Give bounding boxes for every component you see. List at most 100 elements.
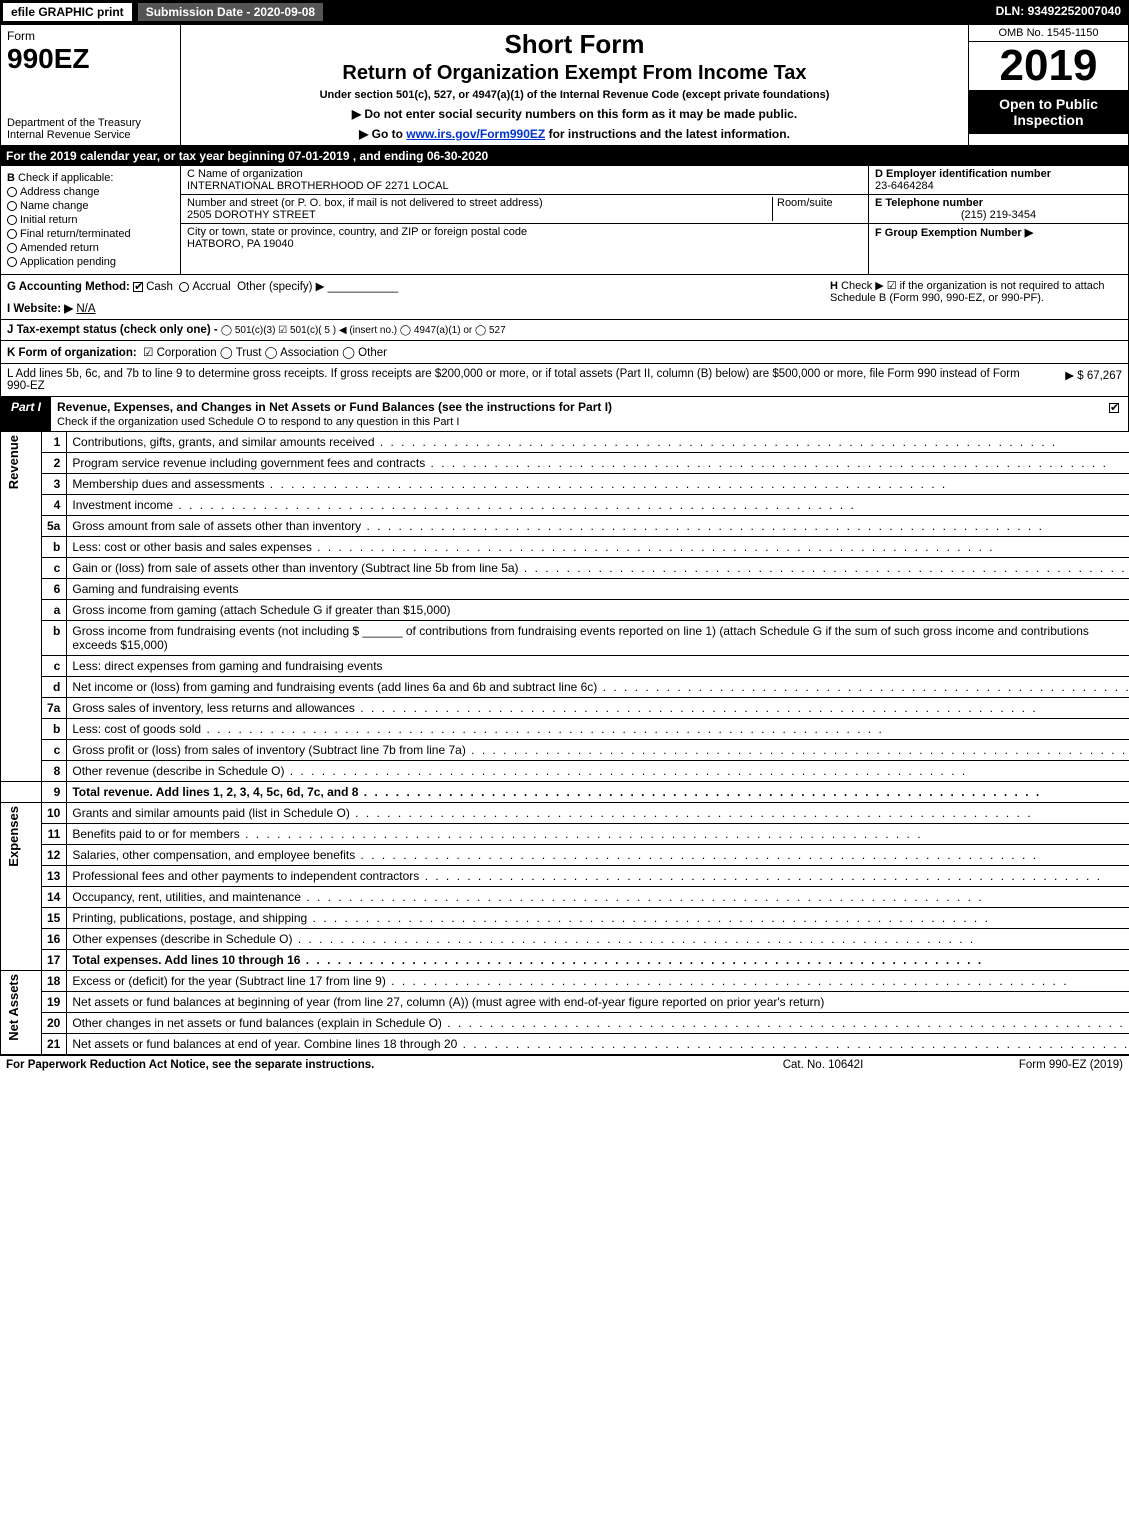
section-c: C Name of organization INTERNATIONAL BRO…: [181, 166, 868, 274]
checkbox-initial-return[interactable]: [7, 215, 17, 225]
c-city: HATBORO, PA 19040: [187, 238, 862, 250]
table-row: 16 Other expenses (describe in Schedule …: [1, 929, 1129, 950]
table-row: 20 Other changes in net assets or fund b…: [1, 1013, 1129, 1034]
ln: 11: [42, 824, 67, 845]
ln: 16: [42, 929, 67, 950]
dln-value: 93492252007040: [1028, 4, 1121, 18]
g-other: Other (specify) ▶: [237, 281, 324, 293]
opt-address-change: Address change: [20, 186, 100, 198]
ld: Contributions, gifts, grants, and simila…: [72, 435, 1129, 449]
ld: Less: cost or other basis and sales expe…: [72, 540, 1128, 554]
ln: 12: [42, 845, 67, 866]
ld: Printing, publications, postage, and shi…: [72, 911, 1129, 925]
ld: Gain or (loss) from sale of assets other…: [72, 561, 1129, 575]
efile-print-button[interactable]: efile GRAPHIC print: [2, 2, 133, 22]
checkbox-final-return[interactable]: [7, 229, 17, 239]
part-1-header: Part I Revenue, Expenses, and Changes in…: [0, 397, 1129, 432]
form-title-1: Short Form: [187, 29, 962, 60]
dln-label: DLN:: [996, 4, 1028, 18]
ld: Investment income: [72, 498, 1129, 512]
table-row: 15 Printing, publications, postage, and …: [1, 908, 1129, 929]
g-cash-checkbox[interactable]: [133, 282, 143, 292]
inst2-post: for instructions and the latest informat…: [545, 127, 790, 141]
form-label: Form: [7, 29, 174, 43]
top-bar: efile GRAPHIC print Submission Date - 20…: [0, 0, 1129, 24]
ld: Gross sales of inventory, less returns a…: [72, 701, 1128, 715]
ln: c: [42, 656, 67, 677]
d-label: D Employer identification number: [875, 168, 1051, 180]
g-label: G Accounting Method:: [7, 281, 130, 293]
part-1-check-text: Check if the organization used Schedule …: [57, 416, 459, 428]
header-right: OMB No. 1545-1150 2019 Open to Public In…: [968, 25, 1128, 145]
ld: Gaming and fundraising events: [67, 579, 1129, 600]
section-b: B Check if applicable: Address change Na…: [1, 166, 181, 274]
table-row: 6 Gaming and fundraising events: [1, 579, 1129, 600]
part-1-num: Part I: [1, 397, 51, 431]
submission-date-button[interactable]: Submission Date - 2020-09-08: [137, 2, 324, 22]
c-name: INTERNATIONAL BROTHERHOOD OF 2271 LOCAL: [187, 180, 862, 192]
table-row: 19 Net assets or fund balances at beginn…: [1, 992, 1129, 1013]
ln: b: [42, 537, 67, 558]
ln: 8: [42, 761, 67, 782]
table-row: 13 Professional fees and other payments …: [1, 866, 1129, 887]
omb-number: OMB No. 1545-1150: [969, 25, 1128, 42]
table-row: 5a Gross amount from sale of assets othe…: [1, 516, 1129, 537]
footer-left: For Paperwork Reduction Act Notice, see …: [6, 1059, 723, 1071]
table-row: Expenses 10 Grants and similar amounts p…: [1, 803, 1129, 824]
ln: 5a: [42, 516, 67, 537]
table-row: c Gain or (loss) from sale of assets oth…: [1, 558, 1129, 579]
table-row: 12 Salaries, other compensation, and emp…: [1, 845, 1129, 866]
ln: 17: [42, 950, 67, 971]
header-left: Form 990EZ Department of the Treasury In…: [1, 25, 181, 145]
f-label: F Group Exemption Number ▶: [875, 227, 1033, 239]
ld: Gross profit or (loss) from sales of inv…: [72, 743, 1129, 757]
ld: Total expenses. Add lines 10 through 16: [72, 953, 1129, 967]
ln: 13: [42, 866, 67, 887]
ld: Total revenue. Add lines 1, 2, 3, 4, 5c,…: [72, 785, 1129, 799]
table-row: 2 Program service revenue including gove…: [1, 453, 1129, 474]
section-j: J Tax-exempt status (check only one) - ◯…: [0, 320, 1129, 341]
entity-block: B Check if applicable: Address change Na…: [0, 166, 1129, 275]
ld: Gross income from fundraising events (no…: [67, 621, 1129, 656]
ld: Other changes in net assets or fund bala…: [72, 1016, 1129, 1030]
c-street: 2505 DOROTHY STREET: [187, 209, 772, 221]
ln: 9: [42, 782, 67, 803]
table-row: 7a Gross sales of inventory, less return…: [1, 698, 1129, 719]
checkbox-amended-return[interactable]: [7, 243, 17, 253]
ld: Excess or (deficit) for the year (Subtra…: [72, 974, 1129, 988]
side-label-expenses: Expenses: [6, 806, 21, 867]
ln: 19: [42, 992, 67, 1013]
ln: b: [42, 719, 67, 740]
checkbox-application-pending[interactable]: [7, 257, 17, 267]
ln: d: [42, 677, 67, 698]
g-accrual: Accrual: [192, 281, 230, 293]
form-number: 990EZ: [7, 43, 174, 75]
checkbox-address-change[interactable]: [7, 187, 17, 197]
part-1-checkbox[interactable]: [1109, 403, 1119, 413]
form-title-2: Return of Organization Exempt From Incom…: [187, 62, 962, 85]
ln: 2: [42, 453, 67, 474]
ld: Salaries, other compensation, and employ…: [72, 848, 1129, 862]
table-row: 14 Occupancy, rent, utilities, and maint…: [1, 887, 1129, 908]
ln: 1: [42, 432, 67, 453]
opt-initial-return: Initial return: [20, 214, 77, 226]
table-row: 9 Total revenue. Add lines 1, 2, 3, 4, 5…: [1, 782, 1129, 803]
g-accrual-checkbox[interactable]: [179, 282, 189, 292]
h-text: Check ▶ ☑ if the organization is not req…: [830, 280, 1105, 304]
c-name-label: C Name of organization: [187, 168, 862, 180]
ld: Net assets or fund balances at end of ye…: [72, 1037, 1129, 1051]
b-label: Check if applicable:: [18, 172, 113, 184]
ln: 15: [42, 908, 67, 929]
table-row: 17 Total expenses. Add lines 10 through …: [1, 950, 1129, 971]
ln: b: [42, 621, 67, 656]
submission-date-value: 2020-09-08: [254, 5, 315, 19]
l-text: L Add lines 5b, 6c, and 7b to line 9 to …: [7, 368, 1022, 392]
page-footer: For Paperwork Reduction Act Notice, see …: [0, 1055, 1129, 1074]
checkbox-name-change[interactable]: [7, 201, 17, 211]
irs-link[interactable]: www.irs.gov/Form990EZ: [406, 127, 545, 141]
ld: Grants and similar amounts paid (list in…: [72, 806, 1129, 820]
part-1-title: Revenue, Expenses, and Changes in Net As…: [57, 400, 612, 414]
ln: 3: [42, 474, 67, 495]
ld: Benefits paid to or for members: [72, 827, 1129, 841]
j-label: J Tax-exempt status (check only one) -: [7, 324, 218, 336]
